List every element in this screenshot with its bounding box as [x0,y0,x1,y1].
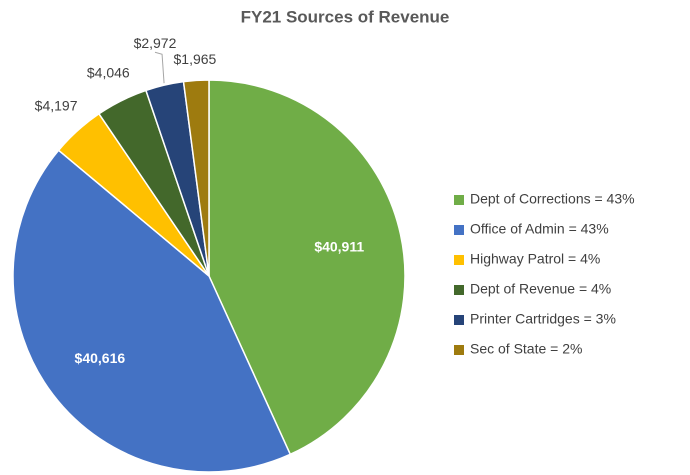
pie-slice [12,149,292,473]
legend-swatch [454,195,464,205]
legend-label: Highway Patrol = 4% [470,251,600,267]
data-label: $4,197 [35,98,78,114]
legend-swatch [454,225,464,235]
data-label: $40,616 [75,350,126,366]
legend-swatch [454,315,464,325]
data-label: $1,965 [174,51,217,67]
legend-swatch [454,285,464,295]
legend-label: Printer Cartridges = 3% [470,311,616,327]
legend-swatch [454,345,464,355]
data-label: $4,046 [87,64,130,80]
leader-line [154,51,165,84]
pie-slice [208,79,406,456]
data-label: $2,972 [134,35,177,51]
legend-label: Dept of Revenue = 4% [470,281,611,297]
legend-label: Dept of Corrections = 43% [470,191,635,207]
data-label: $40,911 [314,238,364,254]
pie-slice [182,79,210,277]
legend-label: Office of Admin = 43% [470,221,609,237]
chart-title: FY21 Sources of Revenue [241,7,450,26]
legend-swatch [454,255,464,265]
legend-label: Sec of State = 2% [470,341,582,357]
